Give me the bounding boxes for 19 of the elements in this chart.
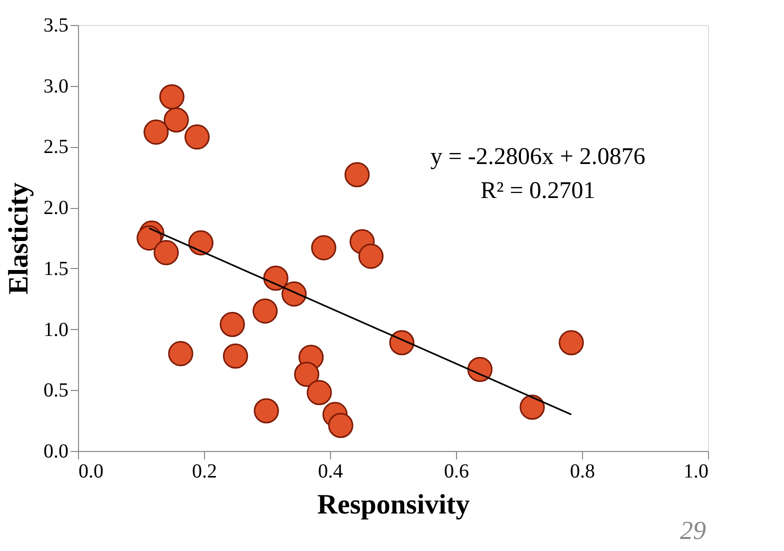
x-tick-label: 0.2 xyxy=(192,460,217,482)
y-tick-label: 2.0 xyxy=(44,197,68,220)
x-tick-label: 0.0 xyxy=(78,460,104,482)
text: 29 xyxy=(680,516,706,545)
x-tick-label: 0.6 xyxy=(444,460,469,482)
y-tick-label: 2.5 xyxy=(44,136,68,158)
x-axis-title: Responsivity xyxy=(317,490,470,520)
y-tick-label: 0.5 xyxy=(44,380,68,402)
x-tick-label: 0.4 xyxy=(318,460,343,482)
annotation: R² = 0.2701 xyxy=(480,178,596,204)
y-tick-label: 3.5 xyxy=(44,14,68,36)
y-axis-title: Elasticity xyxy=(4,182,34,294)
y-tick-label: 0.0 xyxy=(44,440,68,462)
x-tick-label: 0.8 xyxy=(570,460,595,482)
x-tick-label: 1.0 xyxy=(684,460,708,482)
y-tick-label: 1.0 xyxy=(44,318,68,341)
y-tick-label: 1.5 xyxy=(44,258,68,280)
y-tick-label: 3.0 xyxy=(44,75,68,98)
annotation: y = -2.2806x + 2.0876 xyxy=(430,144,646,170)
